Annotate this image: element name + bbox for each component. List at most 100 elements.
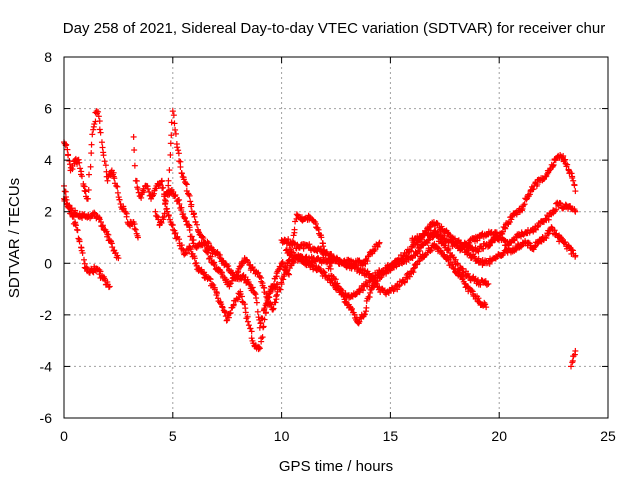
data-point <box>177 163 184 170</box>
data-point <box>193 221 200 228</box>
data-point <box>484 281 491 288</box>
data-point <box>115 255 122 262</box>
data-point <box>252 291 259 298</box>
x-tick-label: 15 <box>383 428 399 444</box>
data-point <box>363 304 370 311</box>
data-point <box>201 242 208 249</box>
data-point <box>255 314 262 321</box>
data-point <box>214 295 221 302</box>
data-point <box>256 345 263 352</box>
data-point <box>179 245 186 252</box>
data-point <box>131 147 138 154</box>
data-point <box>361 260 368 267</box>
data-point <box>211 261 218 268</box>
data-point <box>114 252 121 259</box>
y-tick-label: -6 <box>40 410 53 426</box>
data-point <box>290 259 297 266</box>
y-tick-label: 8 <box>44 49 52 65</box>
data-point <box>182 214 189 221</box>
data-point <box>290 232 297 239</box>
data-point <box>339 287 346 294</box>
data-point <box>186 227 193 234</box>
data-point <box>96 118 103 125</box>
data-point <box>221 309 228 316</box>
data-point <box>87 163 94 170</box>
data-point <box>226 281 233 288</box>
data-point <box>460 275 467 282</box>
data-point <box>130 133 137 140</box>
data-point <box>501 237 508 244</box>
data-point <box>415 258 422 265</box>
data-point <box>158 220 165 227</box>
data-point <box>454 261 461 268</box>
data-point <box>158 177 165 184</box>
data-point <box>225 314 232 321</box>
data-point <box>152 208 159 215</box>
data-point <box>80 256 87 263</box>
data-point <box>251 290 258 297</box>
data-point <box>521 201 528 208</box>
data-point <box>99 222 106 229</box>
y-tick-label: -4 <box>40 358 53 374</box>
data-point <box>96 126 103 133</box>
data-point <box>245 322 252 329</box>
data-point <box>170 226 177 233</box>
data-point <box>426 224 433 231</box>
data-point <box>80 182 87 189</box>
data-point <box>79 214 86 221</box>
data-point <box>544 170 551 177</box>
data-point <box>327 265 334 272</box>
data-point <box>103 228 110 235</box>
data-point <box>190 237 197 244</box>
data-point <box>88 150 95 157</box>
data-point <box>140 189 147 196</box>
axis-ticks: 0 5 10 15 20 25 -6 -4 -2 0 2 4 6 8 <box>40 49 616 444</box>
data-point <box>165 212 172 219</box>
data-point <box>367 289 374 296</box>
data-point <box>99 144 106 151</box>
data-point <box>557 234 564 241</box>
data-point <box>534 223 541 230</box>
data-point <box>259 334 266 341</box>
data-point <box>318 234 325 241</box>
data-point <box>453 242 460 249</box>
data-point <box>238 276 245 283</box>
data-point <box>65 152 72 159</box>
chart-title: Day 258 of 2021, Sidereal Day-to-day VTE… <box>63 20 605 37</box>
data-point <box>160 184 167 191</box>
data-point <box>78 173 85 180</box>
data-point <box>496 234 503 241</box>
data-point <box>342 260 349 267</box>
data-point <box>264 299 271 306</box>
data-point <box>269 306 276 313</box>
data-point <box>363 282 370 289</box>
data-point <box>187 198 194 205</box>
data-point <box>220 258 227 265</box>
grid <box>64 57 608 418</box>
data-point <box>286 271 293 278</box>
data-point <box>275 266 282 273</box>
data-point <box>188 203 195 210</box>
data-point <box>468 287 475 294</box>
data-point <box>134 186 141 193</box>
data-point <box>483 304 490 311</box>
data-point <box>226 310 233 317</box>
data-point <box>104 177 111 184</box>
data-point <box>90 126 97 133</box>
data-point <box>441 251 448 258</box>
data-point <box>84 195 91 202</box>
data-point <box>106 283 113 290</box>
data-point <box>328 276 335 283</box>
data-point <box>361 311 368 318</box>
x-tick-label: 5 <box>169 428 177 444</box>
data-point <box>175 147 182 154</box>
data-point <box>485 280 492 287</box>
data-point <box>225 262 232 269</box>
data-point <box>74 227 81 234</box>
data-point <box>144 185 151 192</box>
data-point <box>557 200 564 207</box>
data-point <box>247 281 254 288</box>
data-point <box>382 267 389 274</box>
data-point <box>97 129 104 136</box>
